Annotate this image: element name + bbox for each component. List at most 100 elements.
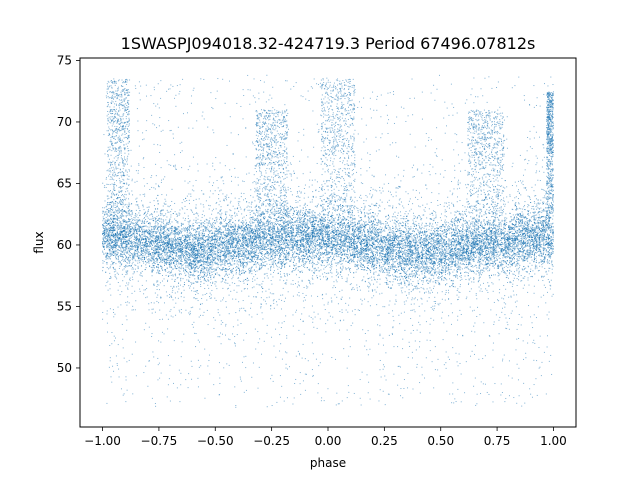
data-point <box>507 243 509 245</box>
data-point <box>346 206 348 208</box>
data-point <box>414 266 416 268</box>
data-point <box>361 243 363 245</box>
data-point <box>393 249 395 251</box>
data-point <box>243 246 245 248</box>
data-point <box>483 258 485 260</box>
data-point <box>145 225 147 227</box>
data-point <box>206 270 208 272</box>
data-point <box>506 248 508 250</box>
data-point <box>102 212 104 214</box>
data-point <box>159 229 161 231</box>
data-point <box>106 244 108 246</box>
data-point <box>178 241 180 243</box>
data-point <box>288 230 290 232</box>
data-point <box>306 204 308 206</box>
data-point <box>275 235 277 237</box>
data-point <box>493 233 495 235</box>
data-point <box>485 251 487 253</box>
data-point <box>132 267 134 269</box>
data-point <box>337 198 339 200</box>
data-point <box>163 236 165 238</box>
data-point <box>253 212 255 214</box>
data-point <box>523 236 525 238</box>
data-point <box>420 230 422 232</box>
data-point <box>368 261 370 263</box>
data-point <box>131 213 133 215</box>
data-point <box>295 248 297 250</box>
data-point <box>158 255 160 257</box>
data-point <box>461 232 463 234</box>
data-point <box>399 240 401 242</box>
data-point <box>151 235 153 237</box>
data-point <box>460 275 462 277</box>
data-point <box>177 228 179 230</box>
data-point <box>489 240 491 242</box>
data-point <box>154 258 156 260</box>
data-point <box>328 219 330 221</box>
data-point <box>331 264 333 266</box>
data-point <box>453 205 455 207</box>
data-point <box>245 230 247 232</box>
data-point <box>487 270 489 272</box>
data-point <box>359 258 361 260</box>
data-point <box>536 208 538 210</box>
data-point <box>157 239 159 241</box>
data-point <box>451 222 453 224</box>
data-point <box>234 236 236 238</box>
data-point <box>362 226 364 228</box>
data-point <box>369 260 371 262</box>
data-point <box>394 236 396 238</box>
data-point <box>508 245 510 247</box>
data-point <box>157 259 159 261</box>
data-point <box>253 220 255 222</box>
data-point <box>448 257 450 259</box>
data-point <box>454 245 456 247</box>
data-point <box>137 217 139 219</box>
data-point <box>413 236 415 238</box>
data-point <box>429 251 431 253</box>
data-point <box>530 217 532 219</box>
data-point <box>216 253 218 255</box>
data-point <box>293 248 295 250</box>
data-point <box>306 239 308 241</box>
data-point <box>228 253 230 255</box>
data-point <box>299 251 301 253</box>
data-point <box>516 265 518 267</box>
data-point <box>108 232 110 234</box>
data-point <box>131 244 133 246</box>
data-point <box>247 209 249 211</box>
data-point <box>244 240 246 242</box>
data-point <box>463 236 465 238</box>
data-point <box>202 242 204 244</box>
data-point <box>441 266 443 268</box>
data-point <box>139 260 141 262</box>
data-point <box>329 242 331 244</box>
data-point <box>127 225 128 227</box>
data-point <box>408 289 410 291</box>
data-point <box>349 258 351 260</box>
data-point <box>170 232 172 234</box>
data-point <box>311 228 313 230</box>
data-point <box>341 269 343 271</box>
data-point <box>256 262 258 264</box>
data-point <box>378 274 380 276</box>
data-point <box>194 275 196 277</box>
data-point <box>489 244 491 246</box>
data-point <box>188 225 190 227</box>
data-point <box>390 253 392 255</box>
data-point <box>417 280 419 282</box>
data-point <box>314 270 316 272</box>
data-point <box>236 243 238 245</box>
data-point <box>327 264 329 266</box>
data-point <box>219 222 221 224</box>
data-point <box>204 263 206 265</box>
data-point <box>220 232 222 234</box>
data-point <box>225 268 227 270</box>
data-point <box>319 254 321 256</box>
data-point <box>119 232 121 234</box>
data-point <box>349 217 351 219</box>
data-point <box>224 246 226 248</box>
data-point <box>153 250 155 252</box>
data-point <box>337 254 339 256</box>
data-point <box>512 226 514 228</box>
